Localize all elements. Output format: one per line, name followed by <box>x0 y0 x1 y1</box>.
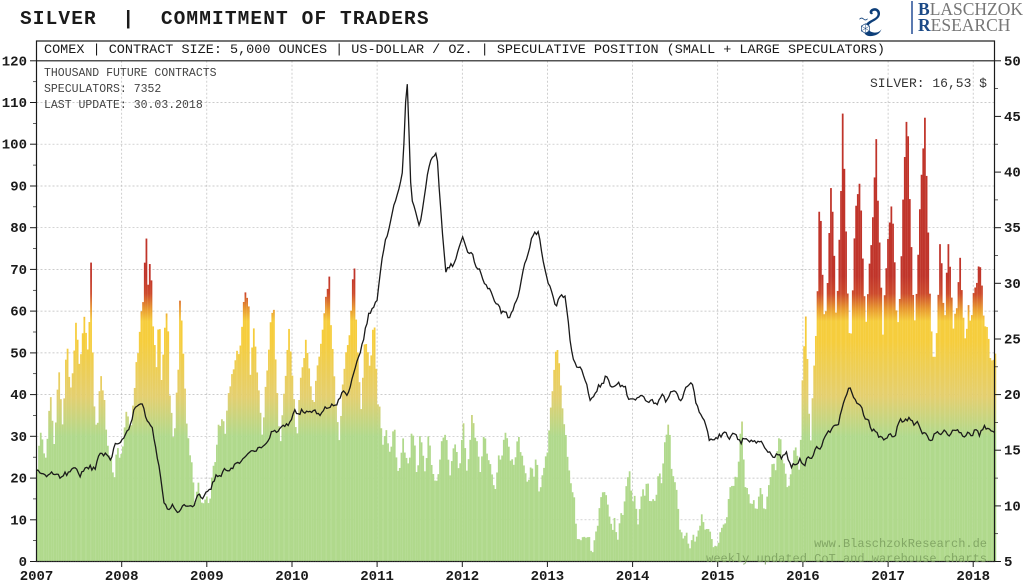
svg-text:40: 40 <box>1004 166 1021 182</box>
svg-text:20: 20 <box>10 472 27 488</box>
svg-text:2014: 2014 <box>616 569 650 585</box>
svg-text:www.BlaschzokResearch.de: www.BlaschzokResearch.de <box>814 537 987 551</box>
svg-text:SILVER: 16,53 $: SILVER: 16,53 $ <box>870 76 987 91</box>
svg-text:2016: 2016 <box>786 569 820 585</box>
svg-text:5: 5 <box>1004 555 1012 571</box>
svg-text:COMEX | CONTRACT SIZE: 5,000 O: COMEX | CONTRACT SIZE: 5,000 OUNCES | US… <box>44 42 885 57</box>
svg-text:50: 50 <box>1004 54 1021 70</box>
svg-text:70: 70 <box>10 263 27 279</box>
svg-text:40: 40 <box>10 388 27 404</box>
svg-text:2015: 2015 <box>701 569 735 585</box>
svg-text:120: 120 <box>2 54 27 70</box>
svg-text:35: 35 <box>1004 221 1021 237</box>
svg-text:LAST UPDATE: 30.03.2018: LAST UPDATE: 30.03.2018 <box>44 99 203 112</box>
svg-text:SPECULATORS: 7352: SPECULATORS: 7352 <box>44 83 161 96</box>
svg-text:80: 80 <box>10 221 27 237</box>
svg-text:20: 20 <box>1004 388 1021 404</box>
svg-text:2007: 2007 <box>20 569 54 585</box>
svg-text:2017: 2017 <box>871 569 905 585</box>
svg-text:weekly updated CoT and warehou: weekly updated CoT and warehouse charts <box>706 552 987 566</box>
svg-text:THOUSAND FUTURE CONTRACTS: THOUSAND FUTURE CONTRACTS <box>44 67 217 80</box>
svg-text:15: 15 <box>1004 444 1021 460</box>
svg-text:2010: 2010 <box>275 569 309 585</box>
svg-text:50: 50 <box>10 346 27 362</box>
svg-text:30: 30 <box>10 430 27 446</box>
svg-text:30: 30 <box>1004 277 1021 293</box>
svg-text:2008: 2008 <box>105 569 139 585</box>
svg-text:25: 25 <box>1004 333 1021 349</box>
svg-text:2009: 2009 <box>190 569 224 585</box>
svg-text:10: 10 <box>1004 499 1021 515</box>
svg-text:110: 110 <box>2 96 27 112</box>
svg-text:2018: 2018 <box>956 569 990 585</box>
svg-text:90: 90 <box>10 180 27 196</box>
svg-text:100: 100 <box>2 138 27 154</box>
svg-text:2013: 2013 <box>531 569 565 585</box>
svg-text:10: 10 <box>10 513 27 529</box>
svg-text:2011: 2011 <box>360 569 394 585</box>
svg-text:2012: 2012 <box>445 569 479 585</box>
svg-text:60: 60 <box>10 305 27 321</box>
svg-text:45: 45 <box>1004 110 1021 126</box>
